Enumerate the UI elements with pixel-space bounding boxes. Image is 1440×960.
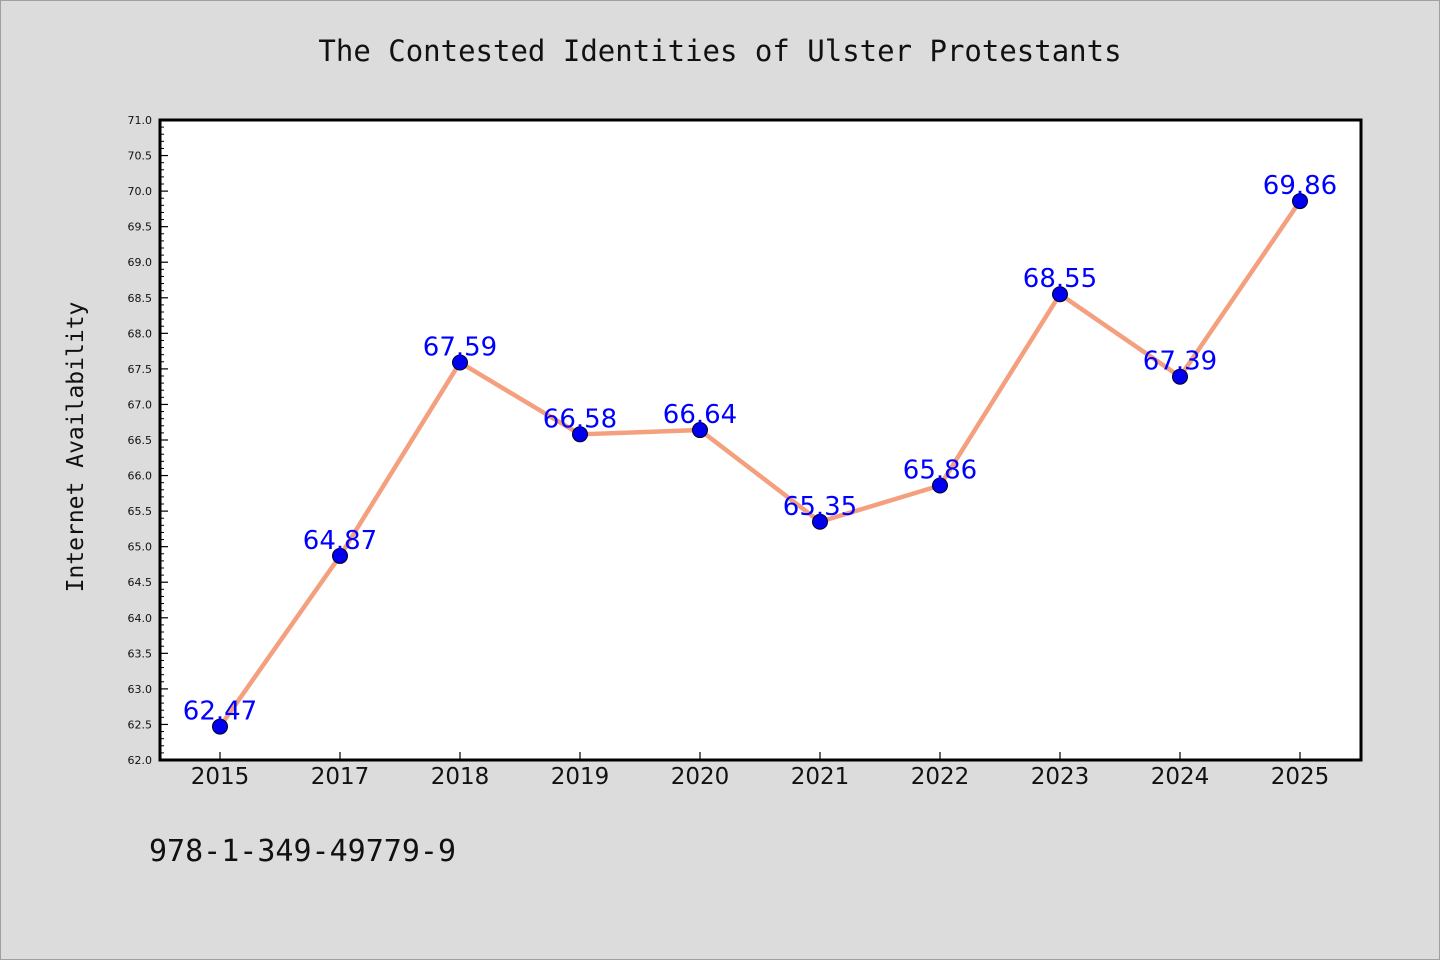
x-tick-label: 2021 xyxy=(791,764,850,790)
data-points xyxy=(212,193,1308,735)
y-tick-label: 67.0 xyxy=(128,398,153,411)
y-tick-label: 66.0 xyxy=(128,470,153,483)
y-axis: 62.0 62.5 63.0 63.5 64.0 64.5 65.0 65.5 66.0 66.5… xyxy=(128,114,168,767)
data-label: 68.55 xyxy=(1023,264,1097,294)
y-tick-label: 70.0 xyxy=(128,185,153,198)
y-tick-label: 68.0 xyxy=(128,327,153,340)
y-tick-label: 71.0 xyxy=(128,114,153,127)
x-axis: 2015 2017 2018 2019 2020 2021 2022 2023 2024 2025 xyxy=(191,752,1330,790)
data-point xyxy=(692,422,708,439)
data-label: 62.47 xyxy=(183,697,257,727)
data-point xyxy=(572,426,588,443)
y-tick-label: 65.0 xyxy=(128,541,153,554)
x-tick-label: 2023 xyxy=(1031,764,1090,790)
y-tick-label: 64.5 xyxy=(128,576,153,589)
y-tick-label: 68.5 xyxy=(128,292,153,305)
data-label: 69.86 xyxy=(1263,171,1337,201)
data-label: 66.58 xyxy=(543,404,617,434)
y-tick-label: 64.0 xyxy=(128,612,153,625)
series-line xyxy=(217,198,1303,729)
data-labels: 62.47 64.87 67.59 66.58 66.64 65.35 65.86 68.55… xyxy=(183,171,1337,727)
data-label: 66.64 xyxy=(663,400,737,430)
x-tick-label: 2019 xyxy=(551,764,610,790)
data-label: 65.35 xyxy=(783,492,857,522)
y-tick-label: 63.5 xyxy=(128,647,153,660)
data-label: 67.59 xyxy=(423,332,497,362)
isbn-footnote: 978-1-349-49779-9 xyxy=(149,834,457,869)
x-tick-label: 2017 xyxy=(311,764,370,790)
data-point xyxy=(932,477,948,494)
y-tick-label: 63.0 xyxy=(128,683,153,696)
y-tick-label: 66.5 xyxy=(128,434,153,447)
data-point xyxy=(212,718,228,735)
y-tick-label: 62.0 xyxy=(128,754,153,767)
data-point xyxy=(1292,193,1308,210)
data-point xyxy=(452,354,468,371)
data-point xyxy=(332,547,348,564)
x-tick-label: 2015 xyxy=(191,764,250,790)
x-tick-label: 2025 xyxy=(1271,764,1330,790)
data-label: 65.86 xyxy=(903,456,977,486)
y-tick-label: 70.5 xyxy=(128,150,153,163)
chart-title: The Contested Identities of Ulster Prote… xyxy=(318,34,1122,68)
data-label: 67.39 xyxy=(1143,347,1217,377)
x-tick-label: 2018 xyxy=(431,764,490,790)
plot-area xyxy=(158,118,1363,762)
x-tick-label: 2024 xyxy=(1151,764,1210,790)
x-tick-label: 2022 xyxy=(911,764,970,790)
y-tick-label: 69.0 xyxy=(128,256,153,269)
y-tick-label: 67.5 xyxy=(128,363,153,376)
y-tick-label: 65.5 xyxy=(128,505,153,518)
data-point xyxy=(812,513,828,530)
x-tick-label: 2020 xyxy=(671,764,730,790)
data-label: 64.87 xyxy=(303,526,377,556)
y-tick-label: 62.5 xyxy=(128,718,153,731)
y-tick-label: 69.5 xyxy=(128,221,153,234)
data-point xyxy=(1052,286,1068,303)
data-point xyxy=(1172,368,1188,385)
